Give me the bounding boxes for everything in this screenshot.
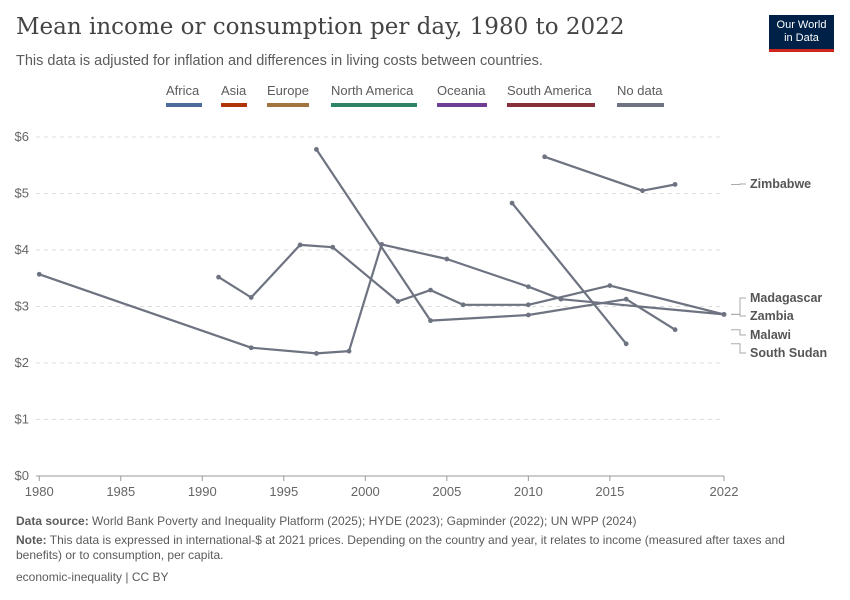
legend-label: North America xyxy=(331,83,414,98)
label-connector-zimbabwe xyxy=(731,183,746,185)
logo-line-2: in Data xyxy=(784,32,819,44)
legend-item-south-america[interactable]: South America xyxy=(507,83,595,107)
x-tick-label: 1980 xyxy=(25,484,54,499)
legend-label: Oceania xyxy=(437,83,486,98)
label-connector-zambia xyxy=(731,313,746,317)
data-point-madagascar xyxy=(314,350,319,356)
label-connector-madagascar xyxy=(731,297,746,315)
data-point-madagascar xyxy=(444,256,450,262)
series-line-zambia xyxy=(218,243,725,316)
legend-swatch xyxy=(166,103,202,107)
x-tick-label: 2005 xyxy=(432,484,461,499)
legend-item-europe[interactable]: Europe xyxy=(267,83,309,107)
series-label-south-sudan: South Sudan xyxy=(750,346,827,360)
y-tick-label: $3 xyxy=(15,299,29,314)
series-label-zambia: Zambia xyxy=(750,309,795,323)
series-label-zimbabwe: Zimbabwe xyxy=(750,177,811,191)
data-point-zambia xyxy=(395,299,401,304)
y-tick-label: $0 xyxy=(15,468,29,483)
x-tick-label: 1995 xyxy=(269,484,298,499)
legend-item-asia[interactable]: Asia xyxy=(221,83,247,107)
legend-swatch xyxy=(331,103,417,107)
grid xyxy=(36,136,724,420)
data-point-zimbabwe xyxy=(542,154,548,160)
data-point-zambia xyxy=(297,242,303,248)
x-tick-label: 2000 xyxy=(351,484,380,499)
data-point-zambia xyxy=(721,312,727,317)
data-point-zimbabwe xyxy=(672,182,678,187)
data-point-malawi xyxy=(623,296,629,302)
data-point-south-sudan xyxy=(623,341,629,347)
x-tick-label: 2010 xyxy=(514,484,543,499)
x-tick-label: 1985 xyxy=(106,484,135,499)
legend-label: Asia xyxy=(221,83,247,98)
data-point-madagascar xyxy=(346,348,352,354)
legend-label: No data xyxy=(617,83,663,98)
data-point-madagascar xyxy=(525,284,531,290)
chart-subtitle: This data is adjusted for inflation and … xyxy=(16,53,543,69)
axes: $0 $1 $2 $3 $4 $5 $6 1980 1985 1990 1995 2000 2005 20… xyxy=(15,129,739,499)
data-point-zambia xyxy=(607,283,613,288)
legend-label: Africa xyxy=(166,83,200,98)
data-source: Data source: World Bank Poverty and Ineq… xyxy=(16,514,637,529)
data-point-zambia xyxy=(460,302,466,308)
license[interactable]: economic-inequality | CC BY xyxy=(16,570,169,584)
data-point-zambia xyxy=(330,244,336,250)
legend-label: Europe xyxy=(267,83,309,98)
legend-swatch xyxy=(221,103,247,107)
legend-swatch xyxy=(507,103,595,107)
data-point-malawi xyxy=(428,318,433,324)
x-tick-label: 2015 xyxy=(595,484,624,499)
data-point-south-sudan xyxy=(509,200,515,206)
note-label: Note: xyxy=(16,533,47,547)
x-tick-label: 2022 xyxy=(710,484,739,499)
data-point-madagascar xyxy=(248,345,254,351)
data-point-zambia xyxy=(216,274,221,280)
y-tick-label: $4 xyxy=(15,242,29,257)
data-source-label: Data source: xyxy=(16,514,89,528)
y-tick-label: $2 xyxy=(15,355,29,370)
legend-swatch xyxy=(267,103,309,107)
series-label-madagascar: Madagascar xyxy=(750,291,822,305)
series-line-zimbabwe xyxy=(544,155,676,192)
legend-item-africa[interactable]: Africa xyxy=(166,83,202,107)
data-point-zambia xyxy=(428,287,433,293)
x-tick-label: 1990 xyxy=(188,484,217,499)
series-labels: Zimbabwe Madagascar Zambia Malawi South Suda… xyxy=(731,177,827,360)
legend-item-north-america[interactable]: North America xyxy=(331,83,417,107)
legend-swatch xyxy=(437,103,487,107)
note-text: This data is expressed in international-… xyxy=(16,533,785,562)
chart-title: Mean income or consumption per day, 1980… xyxy=(16,14,625,40)
y-tick-label: $1 xyxy=(15,412,29,427)
data-point-malawi xyxy=(525,312,531,318)
data-point-madagascar xyxy=(36,271,42,277)
owid-logo[interactable]: Our World in Data xyxy=(769,15,834,52)
data-source-text[interactable]: World Bank Poverty and Inequality Platfo… xyxy=(92,514,637,528)
data-point-malawi xyxy=(672,327,678,333)
series-line-south-sudan xyxy=(511,202,628,345)
label-connector-malawi xyxy=(731,329,746,336)
series-label-malawi: Malawi xyxy=(750,328,791,342)
data-point-zambia xyxy=(525,302,531,308)
y-tick-label: $5 xyxy=(15,186,29,201)
legend-swatch xyxy=(617,103,664,107)
series-line-malawi xyxy=(315,148,676,331)
label-connector-south-sudan xyxy=(731,343,746,354)
legend-label: South America xyxy=(507,83,592,98)
data-point-zambia xyxy=(248,295,254,300)
legend-item-oceania[interactable]: Oceania xyxy=(437,83,487,107)
legend-item-no-data[interactable]: No data xyxy=(617,83,664,107)
logo-line-1: Our World xyxy=(776,19,827,31)
data-point-malawi xyxy=(314,147,319,152)
chart-note: Note: This data is expressed in internat… xyxy=(16,533,826,563)
y-tick-label: $6 xyxy=(15,129,29,144)
data-point-zimbabwe xyxy=(640,188,645,194)
series-lines xyxy=(36,147,727,356)
